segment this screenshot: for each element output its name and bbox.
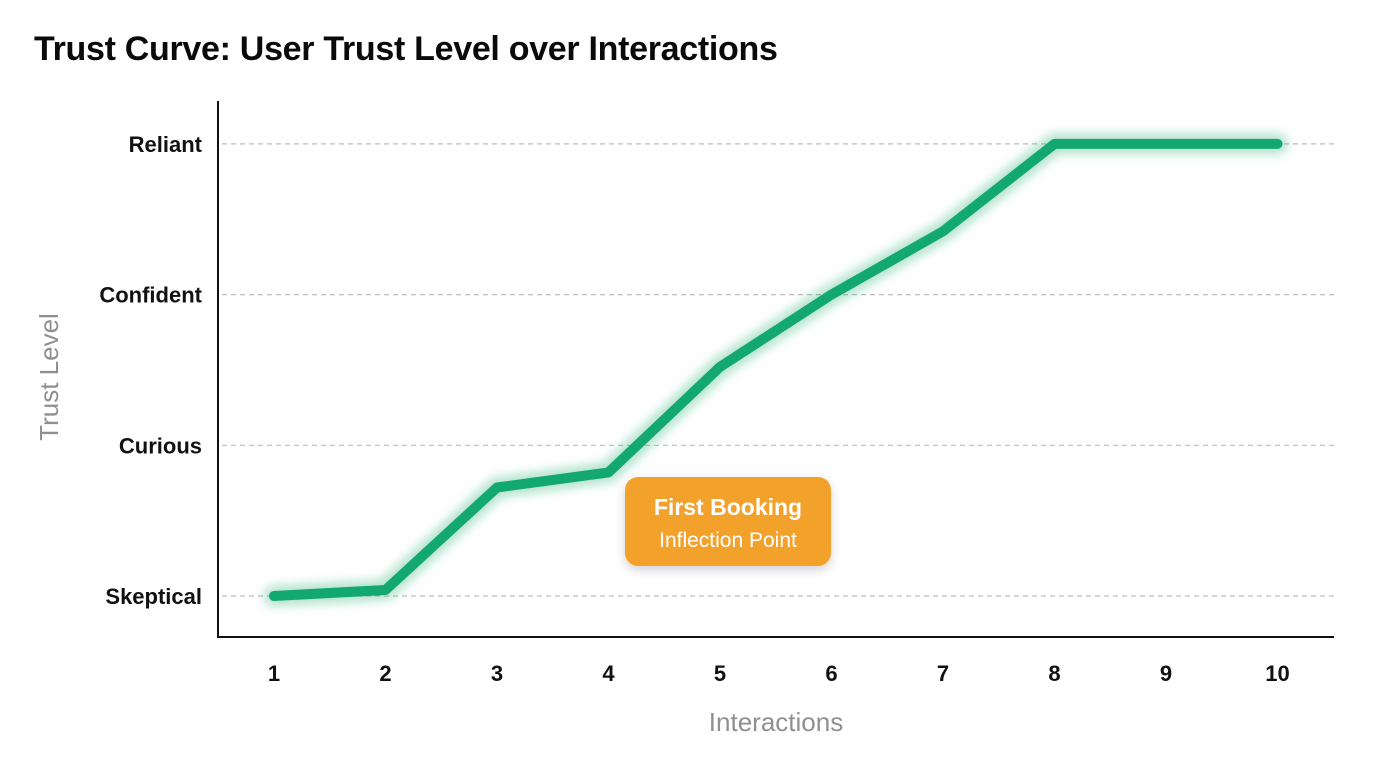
x-tick-labels: 1 2 3 4 5 6 7 8 9 10 [268, 661, 1290, 686]
annotation-title: First Booking [654, 494, 802, 520]
x-tick-10: 10 [1265, 661, 1289, 686]
x-tick-5: 5 [714, 661, 726, 686]
y-axis-label: Trust Level [34, 313, 64, 441]
annotation-callout [625, 477, 831, 566]
x-axis-label: Interactions [709, 707, 843, 737]
y-tick-confident: Confident [99, 283, 202, 308]
data-point-10 [1277, 143, 1278, 145]
data-point-9 [1165, 143, 1167, 145]
x-tick-2: 2 [379, 661, 391, 686]
data-point-6 [831, 294, 832, 296]
data-point-4 [608, 471, 609, 473]
data-point-2 [385, 589, 386, 591]
data-point-7 [942, 230, 944, 232]
x-tick-3: 3 [491, 661, 503, 686]
y-tick-reliant: Reliant [129, 132, 203, 157]
data-point-1 [273, 595, 275, 597]
y-tick-skeptical: Skeptical [105, 584, 202, 609]
x-tick-8: 8 [1048, 661, 1060, 686]
data-point-8 [1054, 143, 1055, 145]
x-tick-7: 7 [937, 661, 949, 686]
y-tick-curious: Curious [119, 433, 202, 458]
x-tick-4: 4 [602, 661, 615, 686]
series-line-trust [269, 138, 1283, 601]
x-tick-9: 9 [1160, 661, 1172, 686]
x-tick-6: 6 [825, 661, 837, 686]
data-point-5 [719, 366, 721, 368]
annotation-box [625, 477, 831, 566]
chart-title: Trust Curve: User Trust Level over Inter… [34, 30, 778, 68]
data-point-3 [496, 486, 498, 488]
series-layer [264, 133, 1288, 606]
annotation-subtitle: Inflection Point [659, 529, 797, 552]
x-tick-1: 1 [268, 661, 280, 686]
y-tick-labels: Skeptical Curious Confident Reliant [99, 132, 202, 609]
